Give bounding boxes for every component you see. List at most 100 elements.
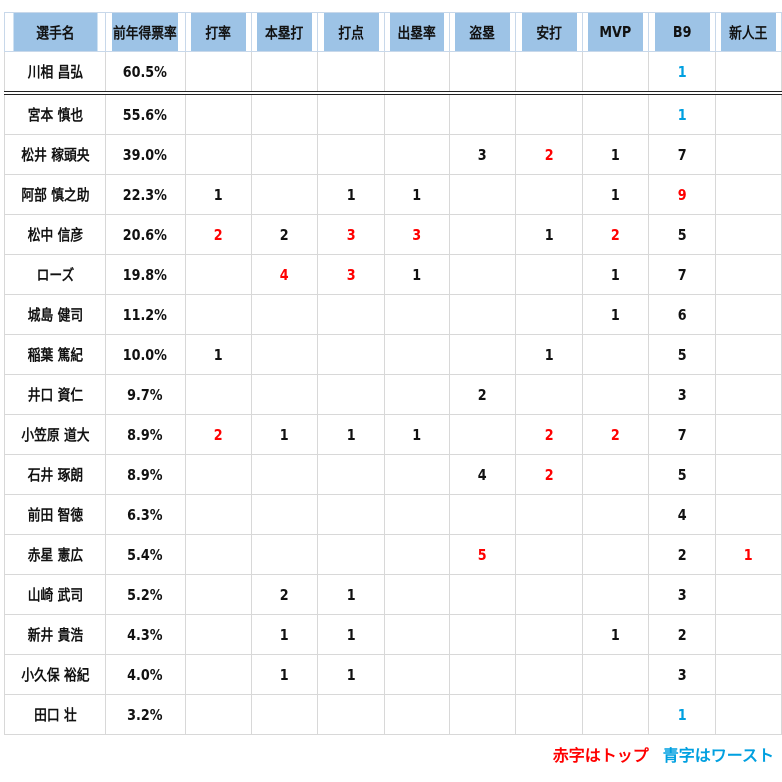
award-count-cell xyxy=(586,534,645,575)
award-count-cell: 1 xyxy=(520,214,578,255)
vote-rate: 60.5% xyxy=(110,51,180,95)
award-count-cell: 1 xyxy=(322,414,380,455)
award-count-cell: 2 xyxy=(189,214,247,255)
award-count-cell xyxy=(322,374,380,415)
player-name: 田口 壮 xyxy=(11,694,99,735)
award-count-cell: 1 xyxy=(719,534,777,575)
award-count-cell: 2 xyxy=(586,214,645,255)
award-count-cell xyxy=(453,494,512,535)
award-count-cell xyxy=(719,614,777,655)
award-count-cell: 1 xyxy=(653,694,711,735)
award-count-cell: 6 xyxy=(653,294,711,335)
player-name: 稲葉 篤紀 xyxy=(11,334,99,375)
vote-rate: 5.4% xyxy=(110,534,180,575)
award-count-cell xyxy=(189,694,247,735)
award-count-cell xyxy=(255,534,314,575)
award-count-cell: 4 xyxy=(653,494,711,535)
table-row: 川相 昌弘 60.5% 1 xyxy=(5,51,782,95)
award-count-cell xyxy=(322,51,380,95)
award-count-cell xyxy=(520,574,578,615)
table-row: 山崎 武司 5.2% 2 1 3 xyxy=(5,574,782,615)
vote-rate: 20.6% xyxy=(110,214,180,255)
award-count-cell xyxy=(520,494,578,535)
award-count-cell xyxy=(719,694,777,735)
award-count-cell xyxy=(255,134,314,175)
column-header: 選手名 xyxy=(11,12,99,52)
player-name: ローズ xyxy=(11,254,99,295)
award-count-cell xyxy=(586,494,645,535)
award-count-cell xyxy=(453,214,512,255)
player-name: 小笠原 道大 xyxy=(11,414,99,455)
player-name: 前田 智徳 xyxy=(11,494,99,535)
award-count-cell xyxy=(453,614,512,655)
table-row: 田口 壮 3.2% 1 xyxy=(5,694,782,735)
vote-rate: 8.9% xyxy=(110,414,180,455)
award-count-cell: 5 xyxy=(653,214,711,255)
table-row: 宮本 慎也 55.6% 1 xyxy=(5,92,782,135)
award-count-cell xyxy=(255,694,314,735)
column-header: 打点 xyxy=(322,12,380,52)
award-count-cell xyxy=(520,254,578,295)
award-count-cell xyxy=(388,574,445,615)
vote-rate: 4.3% xyxy=(110,614,180,655)
award-count-cell xyxy=(453,294,512,335)
award-count-cell: 3 xyxy=(653,574,711,615)
vote-rate: 19.8% xyxy=(110,254,180,295)
award-count-cell xyxy=(586,334,645,375)
award-count-cell: 3 xyxy=(322,214,380,255)
award-count-cell: 2 xyxy=(255,574,314,615)
table-row: 城島 健司 11.2% 1 6 xyxy=(5,294,782,335)
award-count-cell xyxy=(719,374,777,415)
award-count-cell xyxy=(255,454,314,495)
header-row: 選手名 前年得票率 打率 本塁打 打点 出塁率 盗塁 安打 MVP B9 新人王 xyxy=(5,12,782,52)
award-count-cell: 3 xyxy=(388,214,445,255)
award-count-cell: 5 xyxy=(653,334,711,375)
award-count-cell: 1 xyxy=(388,254,445,295)
award-count-cell xyxy=(388,92,445,135)
award-count-cell: 5 xyxy=(653,454,711,495)
award-count-cell: 1 xyxy=(586,614,645,655)
award-count-cell: 3 xyxy=(653,374,711,415)
column-header: B9 xyxy=(653,12,711,52)
player-name: 石井 琢朗 xyxy=(11,454,99,495)
player-name: 新井 貴浩 xyxy=(11,614,99,655)
award-count-cell xyxy=(719,254,777,295)
award-count-cell: 2 xyxy=(520,414,578,455)
award-count-cell: 1 xyxy=(653,51,711,95)
award-count-cell xyxy=(189,534,247,575)
column-header: 新人王 xyxy=(719,12,777,52)
player-name: 阿部 慎之助 xyxy=(11,174,99,215)
award-count-cell xyxy=(719,574,777,615)
vote-rate: 3.2% xyxy=(110,694,180,735)
award-count-cell: 1 xyxy=(189,334,247,375)
award-count-cell xyxy=(719,294,777,335)
award-count-cell xyxy=(388,334,445,375)
award-count-cell xyxy=(388,294,445,335)
award-count-cell xyxy=(255,374,314,415)
award-count-cell xyxy=(453,414,512,455)
award-count-cell xyxy=(719,134,777,175)
award-count-cell: 1 xyxy=(189,174,247,215)
award-count-cell xyxy=(520,51,578,95)
award-count-cell xyxy=(189,654,247,695)
legend-top: 赤字はトップ xyxy=(552,746,649,765)
award-count-cell: 1 xyxy=(653,92,711,135)
award-count-cell xyxy=(719,454,777,495)
table-row: 前田 智徳 6.3% 4 xyxy=(5,494,782,535)
award-count-cell: 1 xyxy=(586,174,645,215)
award-count-cell: 9 xyxy=(653,174,711,215)
player-name: 井口 資仁 xyxy=(11,374,99,415)
award-count-cell xyxy=(520,174,578,215)
award-table: 選手名 前年得票率 打率 本塁打 打点 出塁率 盗塁 安打 MVP B9 新人王 川相 昌弘 60.5… xyxy=(4,12,782,735)
vote-rate: 22.3% xyxy=(110,174,180,215)
award-count-cell xyxy=(322,494,380,535)
player-name: 川相 昌弘 xyxy=(11,51,99,95)
award-count-cell: 1 xyxy=(322,574,380,615)
legend-worst: 青字はワースト xyxy=(662,746,774,765)
award-count-cell xyxy=(189,92,247,135)
award-count-cell xyxy=(719,654,777,695)
color-legend: 赤字はトップ 青字はワースト xyxy=(539,742,774,766)
award-count-cell xyxy=(388,494,445,535)
award-count-cell: 7 xyxy=(653,254,711,295)
award-count-cell xyxy=(255,294,314,335)
